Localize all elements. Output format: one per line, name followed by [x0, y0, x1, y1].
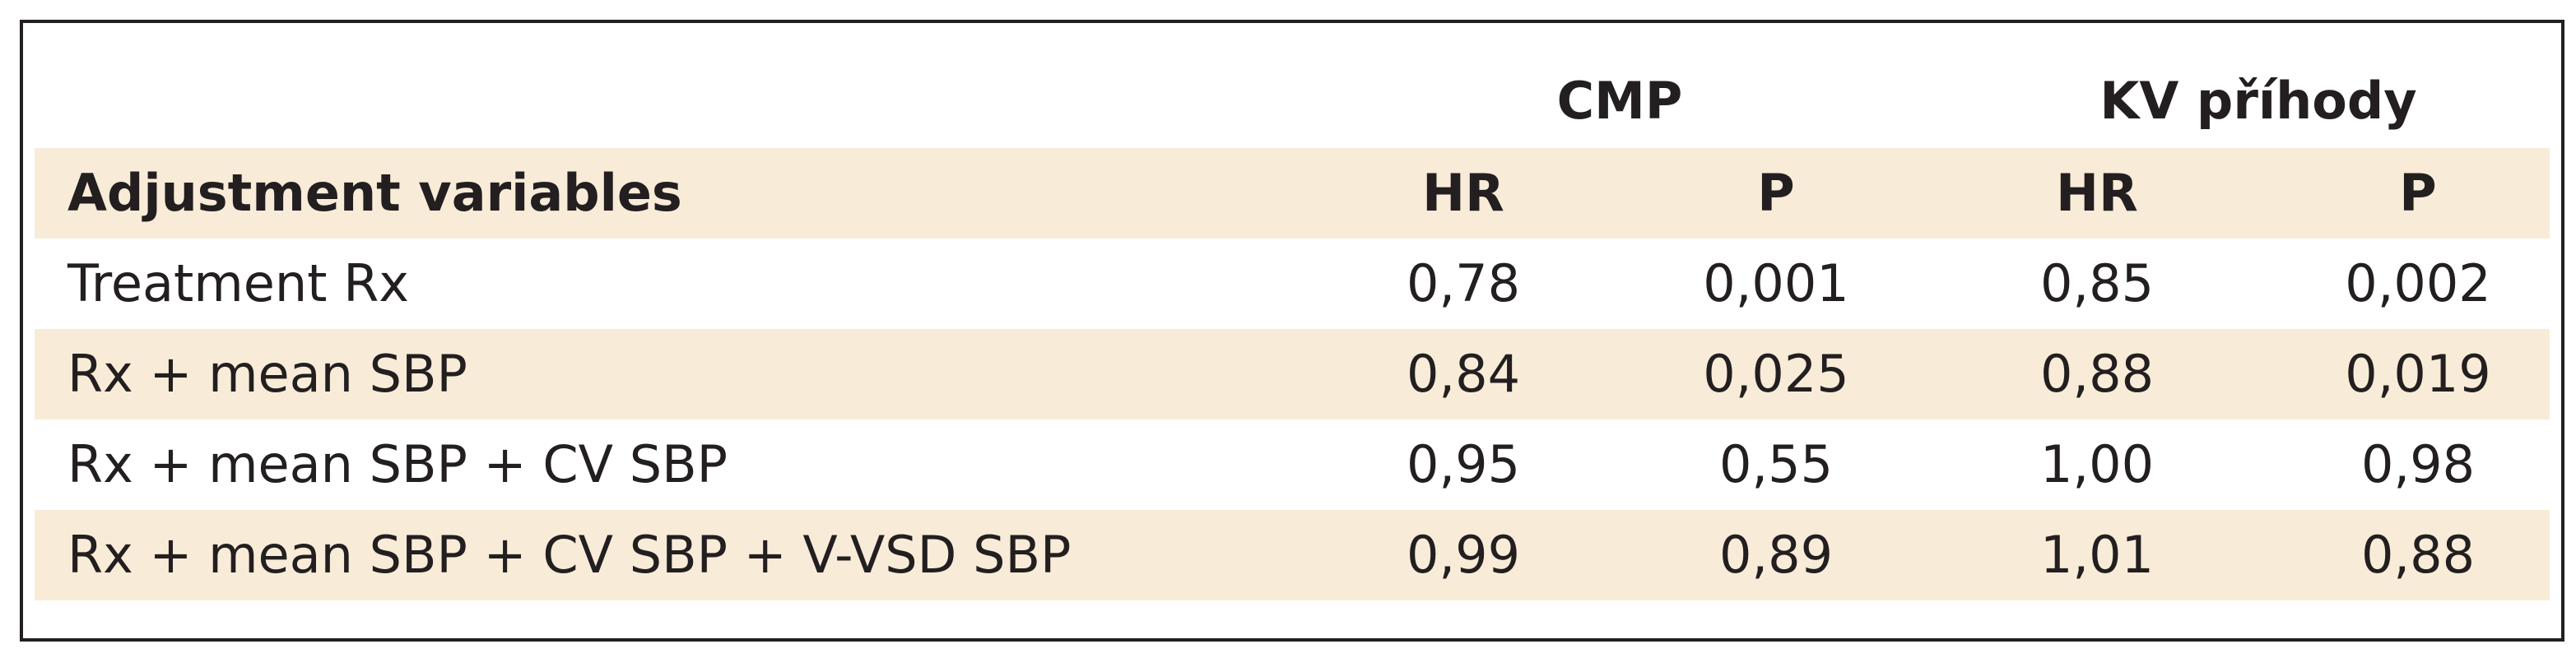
data-row: Treatment Rx 0,78 0,001 0,85 0,002: [35, 239, 2550, 329]
group-header: KV příhody: [2099, 71, 2417, 131]
value-cell: 0,88: [2360, 525, 2476, 585]
value-cell: 0,55: [1718, 434, 1834, 494]
value-cell: 0,84: [1406, 344, 1521, 404]
column-header: P: [2399, 163, 2437, 223]
label-cell: Treatment Rx: [67, 253, 409, 313]
group-header: CMP: [1556, 71, 1683, 131]
data-row: Rx + mean SBP + CV SBP 0,95 0,55 1,00 0,98: [35, 419, 2550, 510]
label-cell: Rx + mean SBP: [67, 344, 467, 404]
data-row: Rx + mean SBP 0,84 0,025 0,88 0,019: [35, 329, 2550, 419]
column-header: Adjustment variables: [67, 163, 682, 223]
value-cell: 1,00: [2039, 434, 2155, 494]
column-header: HR: [2056, 163, 2138, 223]
group-header-row: CMP KV příhody: [35, 56, 2550, 146]
column-header: HR: [1422, 163, 1504, 223]
value-cell: 0,95: [1406, 434, 1521, 494]
table-frame: CMP KV příhody Adjustment variables HR P HR P T…: [20, 20, 2564, 642]
value-cell: 0,98: [2360, 434, 2476, 494]
data-row: Rx + mean SBP + CV SBP + V-VSD SBP 0,99 0,…: [35, 510, 2550, 600]
value-cell: 0,89: [1718, 525, 1834, 585]
value-cell: 0,78: [1406, 253, 1521, 313]
value-cell: 0,85: [2039, 253, 2155, 313]
value-cell: 1,01: [2039, 525, 2155, 585]
label-cell: Rx + mean SBP + CV SBP: [67, 434, 728, 494]
value-cell: 0,002: [2345, 253, 2491, 313]
value-cell: 0,019: [2345, 344, 2491, 404]
column-header: P: [1757, 163, 1795, 223]
header-row: Adjustment variables HR P HR P: [35, 148, 2550, 239]
label-cell: Rx + mean SBP + CV SBP + V-VSD SBP: [67, 525, 1072, 585]
value-cell: 0,025: [1703, 344, 1849, 404]
value-cell: 0,99: [1406, 525, 1521, 585]
value-cell: 0,001: [1703, 253, 1849, 313]
value-cell: 0,88: [2039, 344, 2155, 404]
